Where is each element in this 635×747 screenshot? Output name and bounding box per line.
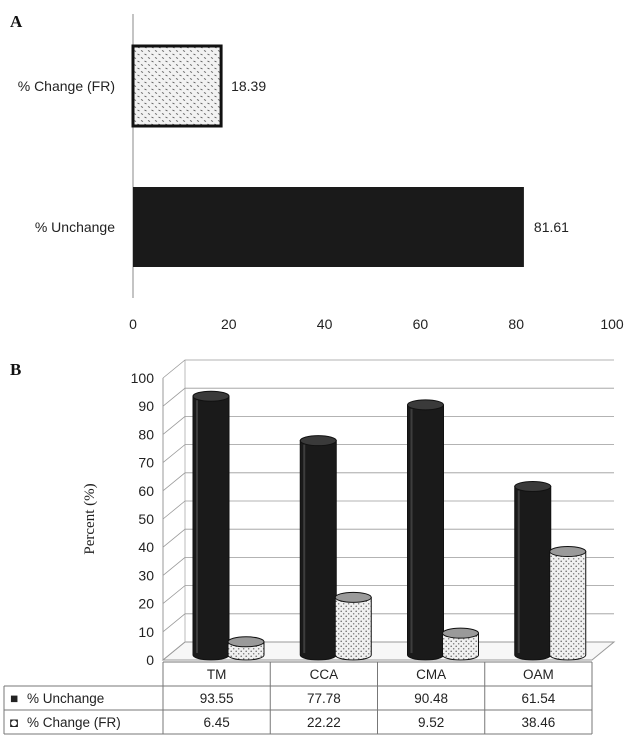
x-tick-label: 20 (221, 316, 237, 332)
cylinder-body (442, 632, 479, 661)
bar-cca-unchange (299, 435, 337, 661)
data-table: TM CCA CMA OAM ■ % Unchange 93.55 77.78 90.48 61.… (3, 661, 593, 735)
legend-marker-solid: ■ (10, 691, 18, 706)
table-cell-value: 9.52 (418, 715, 444, 730)
x-tick-label: 40 (317, 316, 333, 332)
cylinder-top (514, 480, 552, 492)
cylinder-body (549, 551, 587, 661)
category-label: % Unchange (35, 219, 115, 235)
table-cell-value: 6.45 (203, 715, 229, 730)
cylinder-body (192, 395, 230, 661)
table-cell-value: 38.46 (521, 715, 555, 730)
y-tick-label: 80 (138, 426, 154, 442)
cylinder-top (227, 636, 265, 648)
y-tick-label: 30 (138, 567, 154, 583)
gridline (162, 528, 614, 548)
cylinder-top (442, 627, 479, 639)
cylinder-body (407, 404, 444, 661)
x-tick-label: 60 (413, 316, 429, 332)
legend-label: % Change (FR) (27, 715, 121, 730)
gridline (162, 472, 614, 492)
x-tick-label: 80 (508, 316, 524, 332)
y-tick-label: 90 (138, 398, 154, 414)
panel-a-horizontal-bar-chart: % Change (FR) 18.39 % Unchange 81.61 0 20 40 60… (18, 14, 624, 332)
gridline (162, 359, 614, 379)
gridline (162, 387, 614, 407)
bar-tm-unchange (192, 390, 230, 661)
legend-label: % Unchange (27, 691, 104, 706)
panel-b-3d-bar-chart: 0 10 20 30 40 50 60 70 80 90 100 Percent (%) TM CCA CM… (3, 359, 616, 735)
cylinder-body (514, 485, 552, 661)
cylinder-top (334, 591, 372, 603)
x-tick-label: 0 (129, 316, 137, 332)
gridline (162, 557, 614, 576)
gridline (162, 613, 614, 633)
cylinder-top (549, 546, 587, 558)
y-tick-label: 20 (138, 596, 154, 612)
table-cell-value: 22.22 (307, 715, 341, 730)
bar (131, 44, 223, 128)
bar-cma-change-fr (442, 627, 479, 661)
legend-marker-patterned: ◘ (10, 715, 18, 730)
x-tick-label: 100 (600, 316, 624, 332)
panel-b-letter: B (10, 360, 21, 379)
y-tick-label: 70 (138, 455, 154, 471)
cylinder-top (299, 435, 337, 447)
bar-oam-unchange (514, 480, 552, 661)
cylinder-body (299, 440, 337, 661)
category-label: CCA (310, 667, 339, 682)
data-label: 81.61 (534, 219, 569, 235)
cylinder-top (407, 399, 444, 411)
cylinder-top (192, 390, 230, 402)
data-label: 18.39 (231, 78, 266, 94)
bar-cma-unchange (407, 399, 444, 661)
category-label: % Change (FR) (18, 78, 115, 94)
legend-entry: ■ % Unchange (10, 691, 104, 706)
gridline (162, 500, 614, 520)
table-cell-value: 90.48 (414, 691, 448, 706)
bar-cca-change-fr (334, 591, 372, 661)
legend-entry: ◘ % Change (FR) (10, 715, 121, 730)
category-label: TM (207, 667, 227, 682)
y-axis-title: Percent (%) (82, 483, 98, 554)
panel-a-letter: A (10, 12, 23, 31)
gridline (162, 444, 614, 463)
table-cell-value: 61.54 (521, 691, 555, 706)
y-tick-label: 50 (138, 511, 154, 527)
table-cell-value: 77.78 (307, 691, 341, 706)
gridline (162, 585, 614, 604)
y-tick-label: 60 (138, 483, 154, 499)
gridline (162, 415, 614, 435)
y-tick-label: 100 (131, 370, 155, 386)
y-tick-label: 40 (138, 539, 154, 555)
y-tick-label: 10 (138, 624, 154, 640)
table-cell-value: 93.55 (200, 691, 234, 706)
bar-tm-change-fr (227, 636, 265, 661)
cylinder-body (334, 596, 372, 661)
category-label: CMA (416, 667, 446, 682)
plot-background (163, 360, 614, 660)
category-label: OAM (523, 667, 554, 682)
y-tick-label: 0 (146, 652, 154, 668)
bar (133, 187, 524, 267)
bar-oam-change-fr (549, 546, 587, 661)
